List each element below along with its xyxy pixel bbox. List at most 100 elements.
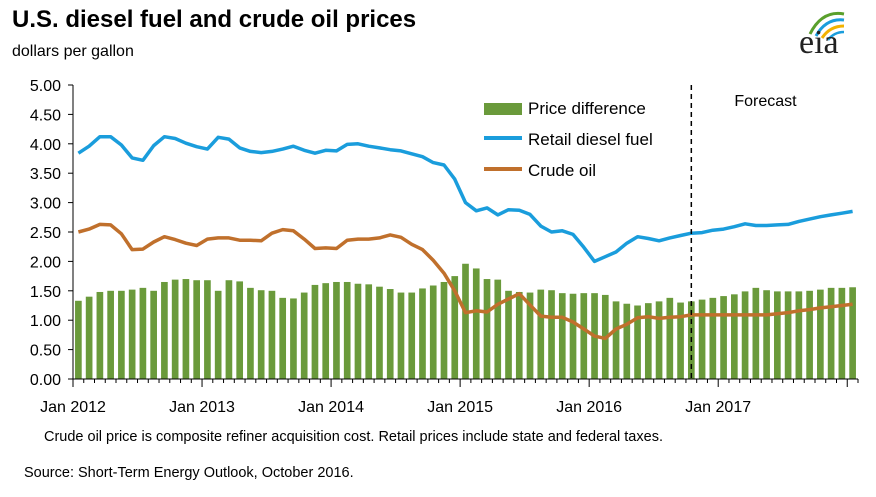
y-tick-label: 5.00 bbox=[30, 78, 61, 95]
forecast-label: Forecast bbox=[734, 93, 797, 110]
price-difference-bar bbox=[161, 281, 168, 379]
price-difference-bar bbox=[752, 287, 760, 379]
x-tick-label: Jan 2012 bbox=[40, 399, 106, 416]
crude-oil-line bbox=[77, 222, 853, 341]
price-difference-bar bbox=[343, 281, 351, 379]
price-difference-bar bbox=[96, 291, 104, 379]
price-difference-bar bbox=[838, 287, 846, 379]
price-difference-bar bbox=[408, 292, 416, 379]
price-difference-bar bbox=[257, 290, 265, 379]
price-difference-bar bbox=[451, 276, 459, 379]
price-difference-bar bbox=[462, 263, 469, 379]
chart-source: Source: Short-Term Energy Outlook, Octob… bbox=[24, 465, 354, 481]
price-difference-bar bbox=[515, 291, 523, 379]
price-difference-bar bbox=[300, 292, 308, 379]
price-difference-bar bbox=[204, 280, 211, 379]
price-difference-bar bbox=[644, 303, 652, 379]
legend-label-retail-diesel: Retail diesel fuel bbox=[528, 130, 653, 149]
price-difference-bar bbox=[386, 289, 394, 379]
price-difference-bar bbox=[526, 292, 534, 379]
y-tick-label: 4.50 bbox=[30, 107, 61, 124]
price-difference-bar bbox=[472, 268, 480, 379]
price-difference-bar bbox=[376, 286, 383, 379]
y-tick-label: 0.00 bbox=[30, 372, 61, 389]
x-tick-label: Jan 2015 bbox=[427, 399, 493, 416]
y-tick-label: 2.00 bbox=[30, 254, 61, 271]
price-difference-bar bbox=[655, 301, 663, 379]
price-difference-bar bbox=[677, 302, 684, 379]
price-difference-bar bbox=[795, 291, 803, 379]
price-difference-bar bbox=[634, 305, 641, 379]
price-difference-bar bbox=[75, 300, 82, 379]
legend-swatch-price-difference bbox=[484, 103, 522, 115]
price-difference-bar bbox=[290, 298, 297, 379]
price-difference-bar bbox=[214, 290, 222, 379]
price-difference-bar bbox=[85, 296, 93, 379]
price-difference-bar bbox=[709, 297, 717, 379]
price-difference-bar bbox=[279, 297, 287, 379]
price-difference-bar bbox=[429, 285, 437, 379]
y-tick-label: 3.00 bbox=[30, 196, 61, 213]
y-axis-units: dollars per gallon bbox=[12, 43, 134, 60]
price-difference-bar bbox=[397, 292, 405, 379]
y-tick-label: 1.00 bbox=[30, 313, 61, 330]
price-difference-bar bbox=[333, 281, 340, 379]
price-difference-bar bbox=[806, 290, 813, 379]
price-difference-bar bbox=[569, 293, 577, 379]
price-difference-bar bbox=[720, 296, 727, 379]
price-difference-bar bbox=[731, 294, 738, 379]
price-difference-bar bbox=[171, 279, 179, 379]
price-difference-bar bbox=[193, 280, 200, 379]
price-difference-bar bbox=[268, 290, 276, 379]
price-difference-bar bbox=[419, 288, 426, 379]
price-difference-bar bbox=[247, 287, 254, 379]
y-tick-label: 0.50 bbox=[30, 343, 61, 360]
x-tick-label: Jan 2014 bbox=[298, 399, 364, 416]
price-difference-bar bbox=[225, 280, 233, 379]
price-difference-bar bbox=[365, 284, 373, 379]
price-difference-bar bbox=[128, 289, 136, 379]
price-difference-bar bbox=[548, 290, 555, 379]
price-difference-bar bbox=[537, 289, 545, 379]
eia-logo-icon bbox=[808, 11, 845, 41]
price-difference-bar bbox=[849, 287, 856, 379]
price-difference-bar bbox=[182, 279, 190, 379]
price-difference-bar bbox=[612, 301, 620, 379]
y-tick-label: 1.50 bbox=[30, 284, 61, 301]
price-difference-bar bbox=[139, 287, 147, 379]
retail-diesel-line bbox=[77, 134, 853, 264]
price-difference-bar bbox=[580, 293, 588, 379]
eia-logo-text: eia bbox=[799, 24, 839, 61]
x-tick-label: Jan 2016 bbox=[556, 399, 622, 416]
price-difference-bar bbox=[354, 283, 362, 379]
price-difference-bar bbox=[741, 291, 749, 379]
y-tick-label: 4.00 bbox=[30, 137, 61, 154]
legend-label-price-difference: Price difference bbox=[528, 99, 646, 118]
price-difference-bar bbox=[107, 290, 114, 379]
x-tick-label: Jan 2013 bbox=[169, 399, 235, 416]
price-difference-bar bbox=[440, 281, 448, 379]
price-difference-bar bbox=[623, 303, 631, 379]
price-difference-bar bbox=[118, 290, 125, 379]
price-difference-bar bbox=[817, 289, 824, 379]
price-difference-bar bbox=[784, 291, 792, 379]
price-difference-bar bbox=[322, 283, 330, 379]
price-difference-bar bbox=[483, 279, 491, 379]
price-difference-bar bbox=[666, 297, 674, 379]
price-difference-bar bbox=[505, 290, 512, 379]
price-difference-bar bbox=[698, 299, 706, 379]
price-difference-bar bbox=[763, 290, 770, 379]
price-difference-bar bbox=[150, 290, 157, 379]
price-difference-bar bbox=[494, 279, 502, 379]
price-difference-bar bbox=[311, 284, 319, 379]
price-difference-bar bbox=[827, 287, 835, 379]
price-difference-bar bbox=[236, 281, 244, 379]
price-difference-bar bbox=[774, 291, 781, 379]
y-tick-label: 3.50 bbox=[30, 166, 61, 183]
x-tick-label: Jan 2017 bbox=[685, 399, 751, 416]
chart-title: U.S. diesel fuel and crude oil prices bbox=[12, 6, 417, 33]
chart-note: Crude oil price is composite refiner acq… bbox=[44, 429, 663, 445]
legend-label-crude-oil: Crude oil bbox=[528, 161, 596, 180]
y-tick-label: 2.50 bbox=[30, 225, 61, 242]
chart: 0.00 0.50 1.00 1.50 2.00 2.50 3.00 3.50 4.00 4.50… bbox=[30, 78, 859, 416]
